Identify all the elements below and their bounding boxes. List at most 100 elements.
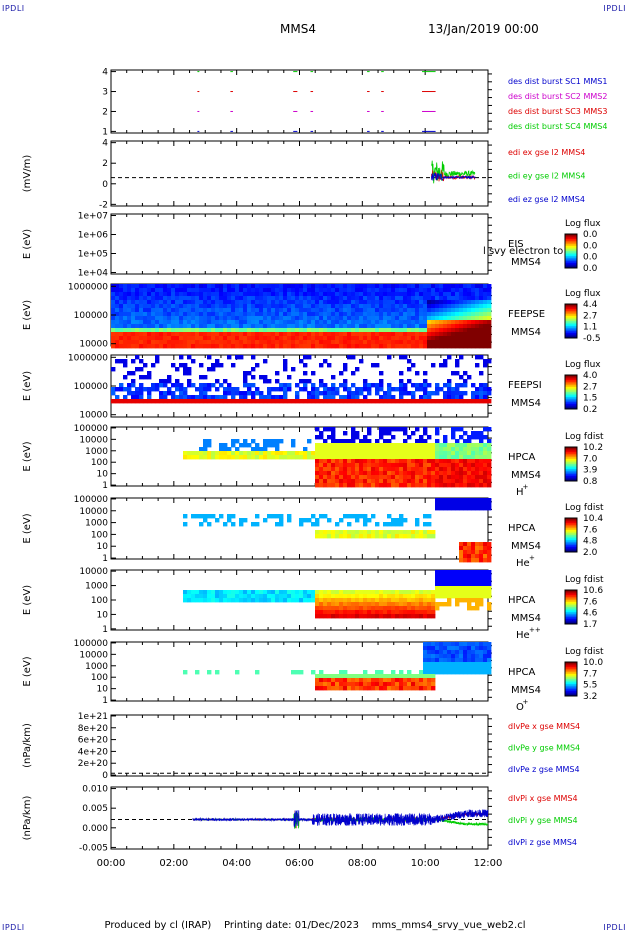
spectrogram-cell — [399, 678, 404, 683]
spectrogram-cell — [455, 666, 460, 671]
spectrogram-cell — [343, 670, 348, 675]
spectrogram-cell — [219, 447, 224, 452]
spectrogram-cell — [451, 574, 456, 579]
spectrogram-cell — [423, 534, 428, 539]
y-tick-label: -0.005 — [79, 843, 108, 853]
spectrogram-cell — [411, 296, 416, 301]
spectrogram-cell — [311, 399, 316, 404]
spectrogram-cell — [251, 395, 256, 400]
spectrogram-cell — [199, 324, 204, 329]
spectrogram-cell — [259, 391, 264, 396]
spectrogram-cell — [295, 399, 300, 404]
spectrogram-cell — [451, 328, 456, 333]
spectrogram-cell — [147, 316, 152, 321]
spectrogram-cell — [251, 340, 256, 345]
colorbar-swatch — [565, 524, 577, 527]
spectrogram-cell — [467, 336, 472, 341]
spectrogram-cell — [299, 336, 304, 341]
spectrogram-cell — [379, 455, 384, 460]
spectrogram-cell — [123, 344, 128, 349]
spectrogram-cell — [183, 363, 188, 368]
spectrogram-cell — [399, 344, 404, 349]
spacecraft-title: MMS4 — [280, 22, 316, 36]
colorbar-swatch — [565, 605, 577, 608]
spectrogram-cell — [431, 666, 436, 671]
spectrogram-cell — [159, 320, 164, 325]
spectrogram-cell — [211, 332, 216, 337]
spectrogram-cell — [363, 308, 368, 313]
spectrogram-cell — [435, 324, 440, 329]
spectrogram-cell — [319, 670, 324, 675]
y-tick-label: 1e+07 — [78, 212, 108, 222]
spectrogram-cell — [163, 336, 168, 341]
y-tick-label: 1 — [102, 696, 108, 706]
spectrogram-cell — [447, 296, 452, 301]
spectrogram-cell — [127, 284, 132, 289]
spectrogram-cell — [439, 650, 444, 655]
spectrogram-cell — [487, 451, 492, 456]
spectrogram-cell — [199, 387, 204, 392]
spectrogram-cell — [363, 614, 368, 619]
spectrogram-cell — [463, 475, 468, 480]
spectrogram-cell — [427, 670, 432, 675]
spectrogram-cell — [227, 447, 232, 452]
spectrogram-cell — [355, 483, 360, 488]
spectrogram-cell — [367, 534, 372, 539]
spectrogram-cell — [447, 312, 452, 317]
spectrogram-cell — [319, 467, 324, 472]
spectrogram-cell — [243, 443, 248, 448]
spectrogram-cell — [291, 288, 296, 293]
spectrogram-cell — [467, 574, 472, 579]
efield-series — [431, 172, 476, 181]
spectrogram-cell — [307, 594, 312, 599]
spectrogram-cell — [355, 395, 360, 400]
spectrogram-cell — [355, 300, 360, 305]
spectrogram-cell — [239, 395, 244, 400]
spectrogram-cell — [427, 594, 432, 599]
spectrogram-cell — [371, 471, 376, 476]
spectrogram-cell — [187, 316, 192, 321]
spectrogram-cell — [127, 399, 132, 404]
spectrogram-cell — [299, 312, 304, 317]
spectrogram-cell — [351, 451, 356, 456]
spectrogram-cell — [387, 284, 392, 289]
spectrogram-cell — [343, 340, 348, 345]
spectrogram-cell — [463, 340, 468, 345]
spectrogram-cell — [395, 447, 400, 452]
spectrogram-cell — [471, 399, 476, 404]
spectrogram-cell — [135, 332, 140, 337]
spectrogram-cell — [187, 340, 192, 345]
spectrogram-cell — [367, 316, 372, 321]
spectrogram-cell — [463, 344, 468, 349]
y-tick-label: 10000 — [79, 650, 108, 660]
spectrogram-cell — [167, 387, 172, 392]
colorbar-swatch — [565, 465, 577, 468]
spectrogram-cell — [423, 344, 428, 349]
spectrogram-cell — [471, 340, 476, 345]
spectrogram-cell — [339, 328, 344, 333]
spectrogram-cell — [435, 300, 440, 305]
spectrogram-cell — [367, 483, 372, 488]
spectrogram-cell — [279, 344, 284, 349]
spectrogram-cell — [483, 308, 488, 313]
spectrogram-cell — [191, 328, 196, 333]
spectrogram-cell — [179, 391, 184, 396]
spectrogram-cell — [383, 391, 388, 396]
y-tick-label: 1000 — [85, 519, 108, 529]
spectrogram-cell — [479, 387, 484, 392]
spectrogram-cell — [431, 530, 436, 535]
spectrogram-cell — [371, 328, 376, 333]
panel-frame — [110, 786, 489, 850]
spectrogram-cell — [331, 399, 336, 404]
spectrogram-cell — [383, 686, 388, 691]
spectrogram-cell — [207, 336, 212, 341]
spectrogram-cell — [463, 578, 468, 583]
spectrogram-cell — [295, 455, 300, 460]
spectrogram-cell — [335, 530, 340, 535]
spectrogram-cell — [467, 300, 472, 305]
spectrogram-cell — [323, 682, 328, 687]
spectrogram-cell — [343, 483, 348, 488]
spectrogram-cell — [291, 443, 296, 448]
spectrogram-cell — [115, 332, 120, 337]
spectrogram-cell — [355, 296, 360, 301]
